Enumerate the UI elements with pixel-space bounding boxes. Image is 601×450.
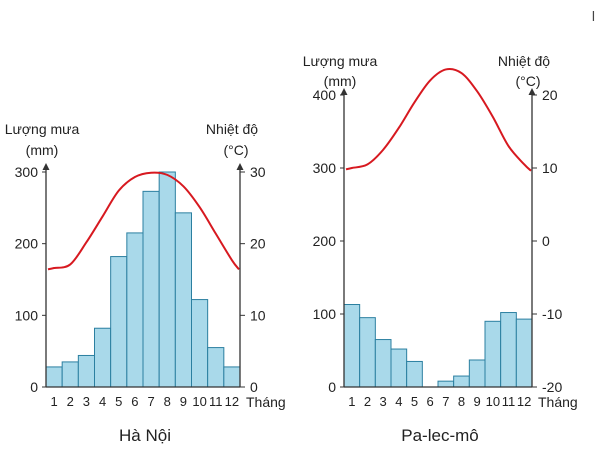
x-tick-label: 10: [486, 394, 500, 409]
left-tick-label: 400: [313, 87, 337, 103]
left-tick-label: 200: [313, 233, 337, 249]
x-axis-label: Tháng: [246, 394, 286, 410]
temperature-line: [47, 171, 240, 271]
rainfall-bar-5: [110, 256, 128, 388]
right-tick-label: 30: [250, 164, 266, 180]
rainfall-bar-8: [453, 375, 470, 388]
chart-title: Hà Nội: [119, 426, 171, 445]
x-tick-label: 1: [50, 394, 57, 409]
right-axis-unit: (°C): [515, 73, 540, 89]
right-axis-title: Nhiệt độ: [206, 121, 258, 137]
rainfall-bar-4: [390, 348, 408, 388]
rainfall-bar-4: [94, 327, 112, 388]
rainfall-bar-3: [77, 354, 96, 388]
x-tick-label: 6: [131, 394, 138, 409]
rainfall-bar-9: [174, 212, 192, 388]
x-tick-label: 3: [380, 394, 387, 409]
rainfall-bar-12: [223, 366, 241, 388]
left-tick-label: 200: [15, 236, 39, 252]
x-tick-label: 4: [395, 394, 402, 409]
left-axis-arrow: [42, 163, 50, 170]
right-tick-label: -20: [542, 379, 562, 395]
rainfall-bar-9: [468, 359, 486, 388]
x-tick-label: 9: [474, 394, 481, 409]
rainfall-bar-7: [437, 380, 455, 388]
x-tick-label: 11: [502, 394, 516, 409]
x-tick-label: 7: [147, 394, 154, 409]
right-axis-unit: (°C): [223, 142, 248, 158]
x-tick-label: 7: [442, 394, 449, 409]
right-tick-label: 20: [250, 236, 266, 252]
left-tick-label: 100: [313, 306, 337, 322]
rainfall-bar-6: [126, 232, 144, 388]
x-tick-label: 5: [411, 394, 418, 409]
x-tick-label: 4: [99, 394, 106, 409]
rainfall-bar-5: [406, 360, 423, 388]
right-tick-label: 10: [250, 307, 266, 323]
right-tick-label: 10: [542, 160, 558, 176]
temperature-line: [345, 67, 532, 172]
left-tick-label: 0: [328, 379, 336, 395]
right-tick-label: 0: [542, 233, 550, 249]
right-tick-label: -10: [542, 306, 562, 322]
x-tick-label: 3: [83, 394, 90, 409]
x-tick-label: 2: [364, 394, 371, 409]
right-axis-arrow: [528, 88, 536, 95]
right-axis-title: Nhiệt độ: [498, 53, 550, 69]
x-tick-label: 10: [192, 394, 206, 409]
x-tick-label: 9: [180, 394, 187, 409]
left-tick-label: 300: [15, 164, 39, 180]
rainfall-bar-1: [343, 304, 361, 388]
rainfall-bar-1: [45, 366, 63, 388]
x-tick-label: 5: [115, 394, 122, 409]
rainfall-bar-11: [500, 312, 517, 388]
right-tick-label: 20: [542, 87, 558, 103]
corner-mark: l: [591, 8, 595, 24]
rainfall-bar-12: [515, 318, 533, 388]
left-axis-unit: (mm): [26, 142, 59, 158]
rainfall-bar-10: [484, 320, 502, 388]
right-tick-label: 0: [250, 379, 258, 395]
left-axis-arrow: [340, 88, 348, 95]
left-axis-unit: (mm): [324, 73, 357, 89]
chart-title: Pa-lec-mô: [401, 426, 478, 445]
x-tick-label: 2: [67, 394, 74, 409]
x-tick-label: 6: [427, 394, 434, 409]
rainfall-bar-7: [142, 190, 160, 388]
left-tick-label: 0: [30, 379, 38, 395]
rainfall-bar-8: [158, 171, 176, 388]
left-axis-title: Lượng mưa: [5, 121, 80, 137]
x-tick-label: 11: [209, 394, 223, 409]
right-axis-arrow: [236, 163, 244, 170]
rainfall-bar-3: [374, 339, 392, 388]
x-tick-label: 12: [517, 394, 531, 409]
rainfall-bar-10: [191, 299, 209, 388]
x-tick-label: 1: [348, 394, 355, 409]
left-axis-title: Lượng mưa: [303, 53, 378, 69]
x-tick-label: 8: [458, 394, 465, 409]
rainfall-bar-11: [207, 347, 225, 388]
rainfall-bar-2: [359, 317, 376, 388]
left-tick-label: 300: [313, 160, 337, 176]
x-axis-label: Tháng: [538, 394, 578, 410]
x-tick-label: 12: [225, 394, 239, 409]
rainfall-bar-2: [61, 361, 79, 388]
left-tick-label: 100: [15, 307, 39, 323]
x-tick-label: 8: [164, 394, 171, 409]
